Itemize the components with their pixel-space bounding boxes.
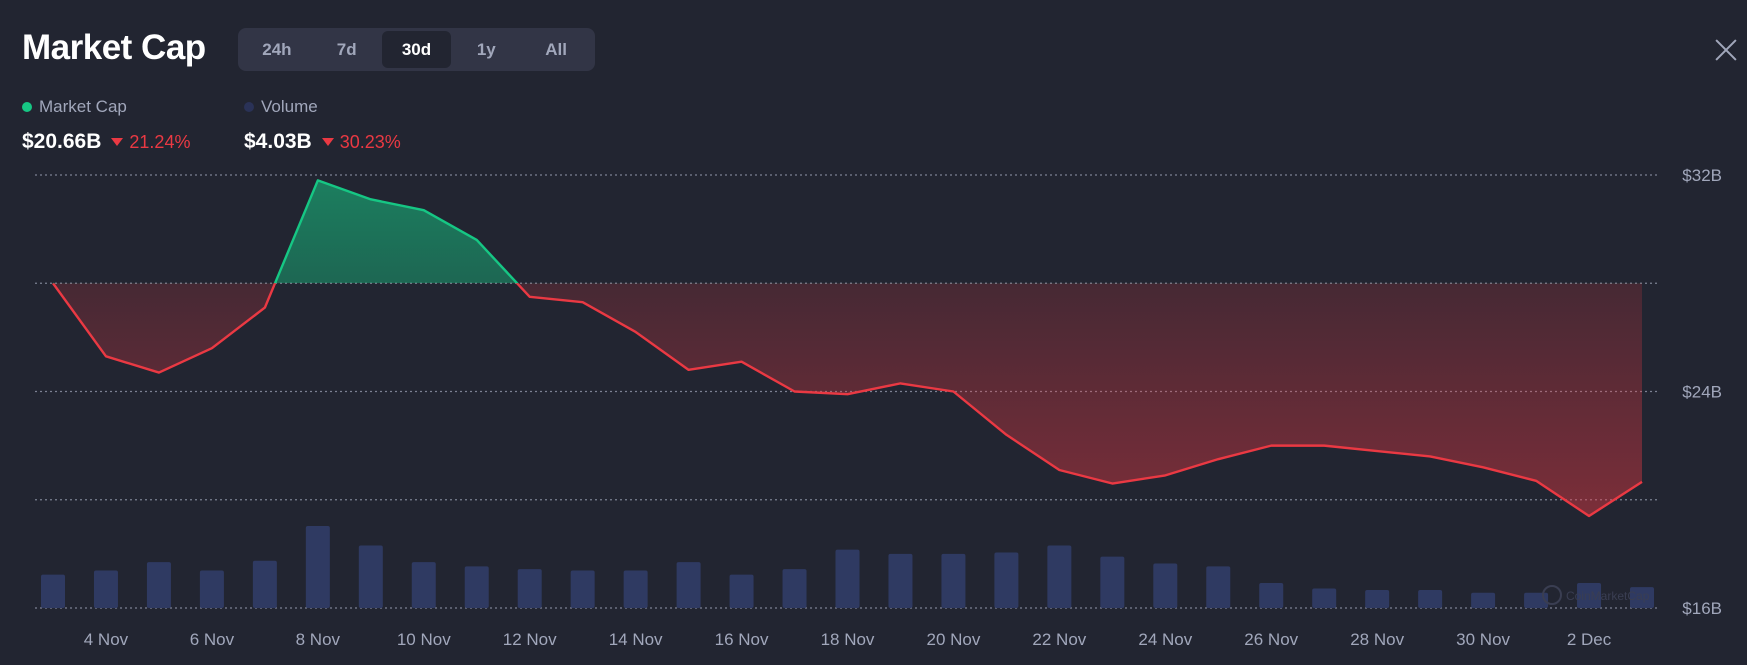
volume-bar <box>1630 587 1654 608</box>
volume-bar <box>1471 592 1496 608</box>
volume-bar <box>411 562 436 608</box>
volume-bar <box>1577 583 1602 608</box>
range-30d-button[interactable]: 30d <box>381 31 452 68</box>
legend-market-cap-label: Market Cap <box>39 97 127 116</box>
volume-stat: $4.03B 30.23% <box>244 130 401 154</box>
x-tick-label: 12 Nov <box>503 630 557 649</box>
volume-bar <box>1153 563 1178 608</box>
volume-bar <box>93 570 118 608</box>
watermark-logo-icon <box>1542 585 1562 605</box>
area-fills <box>53 180 1642 516</box>
x-tick-label: 28 Nov <box>1350 630 1404 649</box>
volume-bar <box>1312 588 1337 608</box>
volume-bar <box>1365 589 1390 608</box>
x-tick-label: 14 Nov <box>609 630 663 649</box>
x-tick-label: 16 Nov <box>715 630 769 649</box>
legend-market-cap[interactable]: Market Cap <box>22 97 127 117</box>
volume-bar <box>199 570 224 608</box>
market-cap-change: 21.24% <box>111 132 190 153</box>
volume-change-value: 30.23% <box>339 132 401 152</box>
y-tick-label: $16B <box>1682 599 1722 618</box>
volume-bar <box>1100 556 1125 608</box>
x-tick-label: 6 Nov <box>190 630 235 649</box>
x-tick-label: 8 Nov <box>296 630 341 649</box>
caret-down-icon <box>321 138 334 146</box>
area-below-baseline <box>53 283 1642 516</box>
range-1y-button[interactable]: 1y <box>476 39 496 59</box>
y-tick-label: $24B <box>1682 383 1722 402</box>
volume-change: 30.23% <box>321 132 401 153</box>
x-axis-labels: 4 Nov 6 Nov 8 Nov 10 Nov 12 Nov 14 Nov 16 Nov 1… <box>84 630 1612 649</box>
volume-bar <box>1524 592 1549 608</box>
caret-down-icon <box>111 138 124 146</box>
market-cap-value: $20.66B <box>22 130 102 153</box>
volume-bar <box>146 562 171 608</box>
watermark: CoinMarketCap <box>1542 585 1650 605</box>
range-7d-button[interactable]: 7d <box>336 39 357 59</box>
volume-bar <box>517 569 542 608</box>
volume-bar <box>1418 589 1443 608</box>
line-above-baseline <box>53 179 519 284</box>
volume-bar <box>888 553 913 608</box>
y-tick-label: $32B <box>1682 166 1722 185</box>
volume-dot-icon <box>244 102 254 112</box>
x-tick-label: 20 Nov <box>926 630 980 649</box>
x-tick-label: 30 Nov <box>1456 630 1510 649</box>
volume-bar <box>305 526 330 608</box>
volume-bar <box>1206 566 1231 608</box>
volume-bar <box>570 570 595 608</box>
legend-volume-label: Volume <box>261 97 318 116</box>
x-tick-label: 2 Dec <box>1567 630 1612 649</box>
volume-bar <box>41 574 65 608</box>
volume-bar <box>994 552 1019 608</box>
x-tick-label: 10 Nov <box>397 630 451 649</box>
x-tick-label: 4 Nov <box>84 630 129 649</box>
market-cap-dot-icon <box>22 102 32 112</box>
volume-value: $4.03B <box>244 130 312 153</box>
market-cap-stat: $20.66B 21.24% <box>22 130 190 154</box>
volume-bar <box>782 569 807 608</box>
time-range-selector: 24h 7d 30d 1y All <box>238 28 595 71</box>
volume-bar <box>941 553 966 608</box>
page-title: Market Cap <box>22 28 206 67</box>
watermark-text: CoinMarketCap <box>1566 589 1650 603</box>
volume-bar <box>1259 583 1284 608</box>
market-cap-change-value: 21.24% <box>129 132 191 152</box>
volume-bar <box>464 566 489 608</box>
range-24h-button[interactable]: 24h <box>262 39 292 59</box>
market-cap-line <box>52 179 1643 518</box>
volume-bar <box>358 545 383 608</box>
legend-volume[interactable]: Volume <box>244 97 318 117</box>
y-axis-labels: $32B $24B $16B <box>1682 166 1722 618</box>
volume-bar <box>729 574 754 608</box>
x-tick-label: 22 Nov <box>1032 630 1086 649</box>
volume-bar <box>835 549 860 608</box>
x-tick-label: 18 Nov <box>821 630 875 649</box>
area-above-baseline <box>53 180 1642 284</box>
volume-bar <box>623 570 648 608</box>
volume-bar <box>676 562 701 608</box>
volume-bar <box>1047 545 1072 608</box>
volume-bar <box>252 560 277 608</box>
range-all-button[interactable]: All <box>545 39 567 59</box>
volume-bars <box>41 526 1654 608</box>
x-tick-label: 24 Nov <box>1138 630 1192 649</box>
x-tick-label: 26 Nov <box>1244 630 1298 649</box>
line-below-baseline <box>52 283 1643 518</box>
